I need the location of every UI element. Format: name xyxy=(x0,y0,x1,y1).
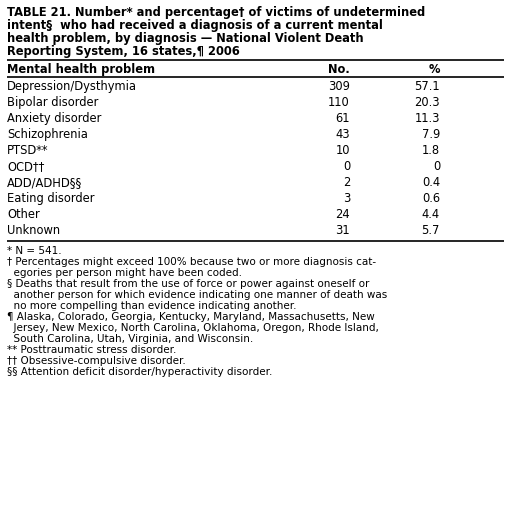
Text: 3: 3 xyxy=(342,192,350,205)
Text: Unknown: Unknown xyxy=(7,224,60,237)
Text: egories per person might have been coded.: egories per person might have been coded… xyxy=(7,268,242,278)
Text: 10: 10 xyxy=(336,144,350,157)
Text: 5.7: 5.7 xyxy=(422,224,440,237)
Text: Schizophrenia: Schizophrenia xyxy=(7,128,88,141)
Text: † Percentages might exceed 100% because two or more diagnosis cat-: † Percentages might exceed 100% because … xyxy=(7,257,376,267)
Text: 24: 24 xyxy=(335,208,350,221)
Text: 0: 0 xyxy=(343,160,350,173)
Text: 0.4: 0.4 xyxy=(422,176,440,189)
Text: 2: 2 xyxy=(342,176,350,189)
Text: 0.6: 0.6 xyxy=(422,192,440,205)
Text: 20.3: 20.3 xyxy=(414,96,440,109)
Text: 1.8: 1.8 xyxy=(422,144,440,157)
Text: Bipolar disorder: Bipolar disorder xyxy=(7,96,99,109)
Text: no more compelling than evidence indicating another.: no more compelling than evidence indicat… xyxy=(7,301,296,311)
Text: Depression/Dysthymia: Depression/Dysthymia xyxy=(7,80,137,93)
Text: 309: 309 xyxy=(328,80,350,93)
Text: Jersey, New Mexico, North Carolina, Oklahoma, Oregon, Rhode Island,: Jersey, New Mexico, North Carolina, Okla… xyxy=(7,323,379,333)
Text: Eating disorder: Eating disorder xyxy=(7,192,95,205)
Text: Anxiety disorder: Anxiety disorder xyxy=(7,112,101,125)
Text: health problem, by diagnosis — National Violent Death: health problem, by diagnosis — National … xyxy=(7,32,364,45)
Text: 110: 110 xyxy=(328,96,350,109)
Text: No.: No. xyxy=(328,63,350,76)
Text: § Deaths that result from the use of force or power against oneself or: § Deaths that result from the use of for… xyxy=(7,279,369,289)
Text: 11.3: 11.3 xyxy=(414,112,440,125)
Text: %: % xyxy=(429,63,440,76)
Text: †† Obsessive-compulsive disorder.: †† Obsessive-compulsive disorder. xyxy=(7,356,186,366)
Text: §§ Attention deficit disorder/hyperactivity disorder.: §§ Attention deficit disorder/hyperactiv… xyxy=(7,367,272,377)
Text: OCD††: OCD†† xyxy=(7,160,44,173)
Text: 0: 0 xyxy=(433,160,440,173)
Text: 31: 31 xyxy=(335,224,350,237)
Text: ADD/ADHD§§: ADD/ADHD§§ xyxy=(7,176,82,189)
Text: intent§  who had received a diagnosis of a current mental: intent§ who had received a diagnosis of … xyxy=(7,19,383,32)
Text: * N = 541.: * N = 541. xyxy=(7,246,62,256)
Text: ** Posttraumatic stress disorder.: ** Posttraumatic stress disorder. xyxy=(7,345,176,355)
Text: 43: 43 xyxy=(335,128,350,141)
Text: TABLE 21. Number* and percentage† of victims of undetermined: TABLE 21. Number* and percentage† of vic… xyxy=(7,6,425,19)
Text: 61: 61 xyxy=(336,112,350,125)
Text: Other: Other xyxy=(7,208,40,221)
Text: 7.9: 7.9 xyxy=(422,128,440,141)
Text: PTSD**: PTSD** xyxy=(7,144,49,157)
Text: 57.1: 57.1 xyxy=(414,80,440,93)
Text: Reporting System, 16 states,¶ 2006: Reporting System, 16 states,¶ 2006 xyxy=(7,45,240,58)
Text: ¶ Alaska, Colorado, Georgia, Kentucky, Maryland, Massachusetts, New: ¶ Alaska, Colorado, Georgia, Kentucky, M… xyxy=(7,312,375,322)
Text: 4.4: 4.4 xyxy=(422,208,440,221)
Text: another person for which evidence indicating one manner of death was: another person for which evidence indica… xyxy=(7,290,387,300)
Text: South Carolina, Utah, Virginia, and Wisconsin.: South Carolina, Utah, Virginia, and Wisc… xyxy=(7,334,253,344)
Text: Mental health problem: Mental health problem xyxy=(7,63,155,76)
